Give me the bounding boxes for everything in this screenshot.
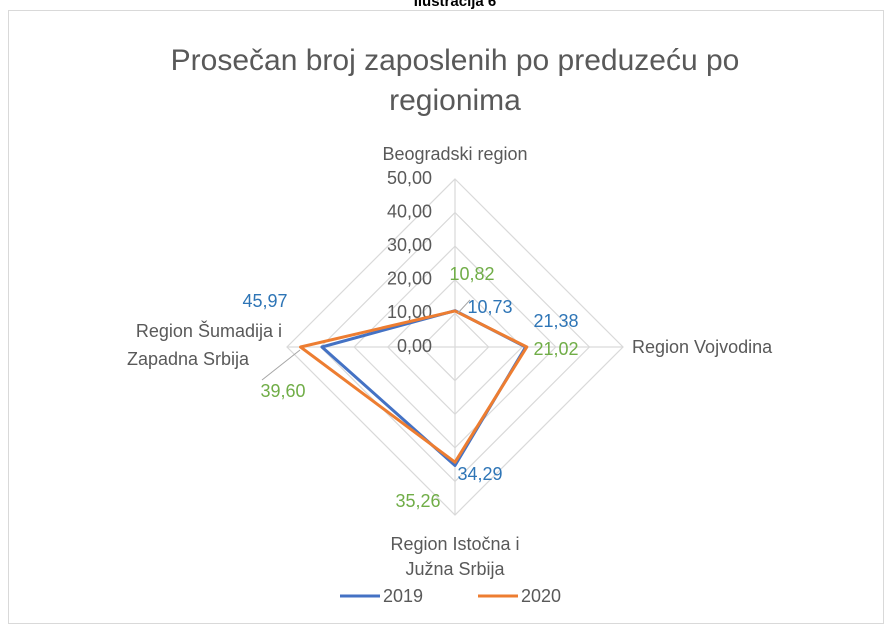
r-tick-label: 50,00 (387, 168, 432, 188)
category-label: Južna Srbija (405, 559, 505, 579)
category-label: Region Vojvodina (632, 337, 773, 357)
r-tick-label: 30,00 (387, 235, 432, 255)
r-tick-label: 40,00 (387, 201, 432, 221)
series-line (299, 309, 529, 464)
leader-line (457, 299, 471, 314)
data-label: 21,38 (533, 311, 578, 331)
chart-title: Prosečan broj zaposlenih po preduzeću po (171, 44, 740, 77)
legend-label: 2020 (521, 586, 561, 606)
data-label: 35,26 (395, 491, 440, 511)
chart-border (8, 10, 884, 624)
r-tick-label: 20,00 (387, 269, 432, 289)
chart-title: regionima (389, 84, 521, 117)
leader-line (261, 349, 301, 381)
data-label: 21,02 (533, 339, 578, 359)
figure-caption: Ilustracija 6 (414, 0, 497, 10)
data-label: 10,82 (449, 264, 494, 284)
data-label: 34,29 (457, 464, 502, 484)
category-label: Region Šumadija i (136, 320, 282, 341)
category-label: Beogradski region (382, 144, 527, 164)
category-label: Region Istočna i (390, 534, 519, 554)
r-tick-label: 10,00 (387, 302, 432, 322)
legend-label: 2019 (383, 586, 423, 606)
r-tick-label: 0,00 (397, 336, 432, 356)
data-label: 39,60 (260, 381, 305, 401)
category-label: Zapadna Srbija (127, 349, 250, 369)
data-label: 10,73 (467, 297, 512, 317)
data-label: 45,97 (242, 291, 287, 311)
